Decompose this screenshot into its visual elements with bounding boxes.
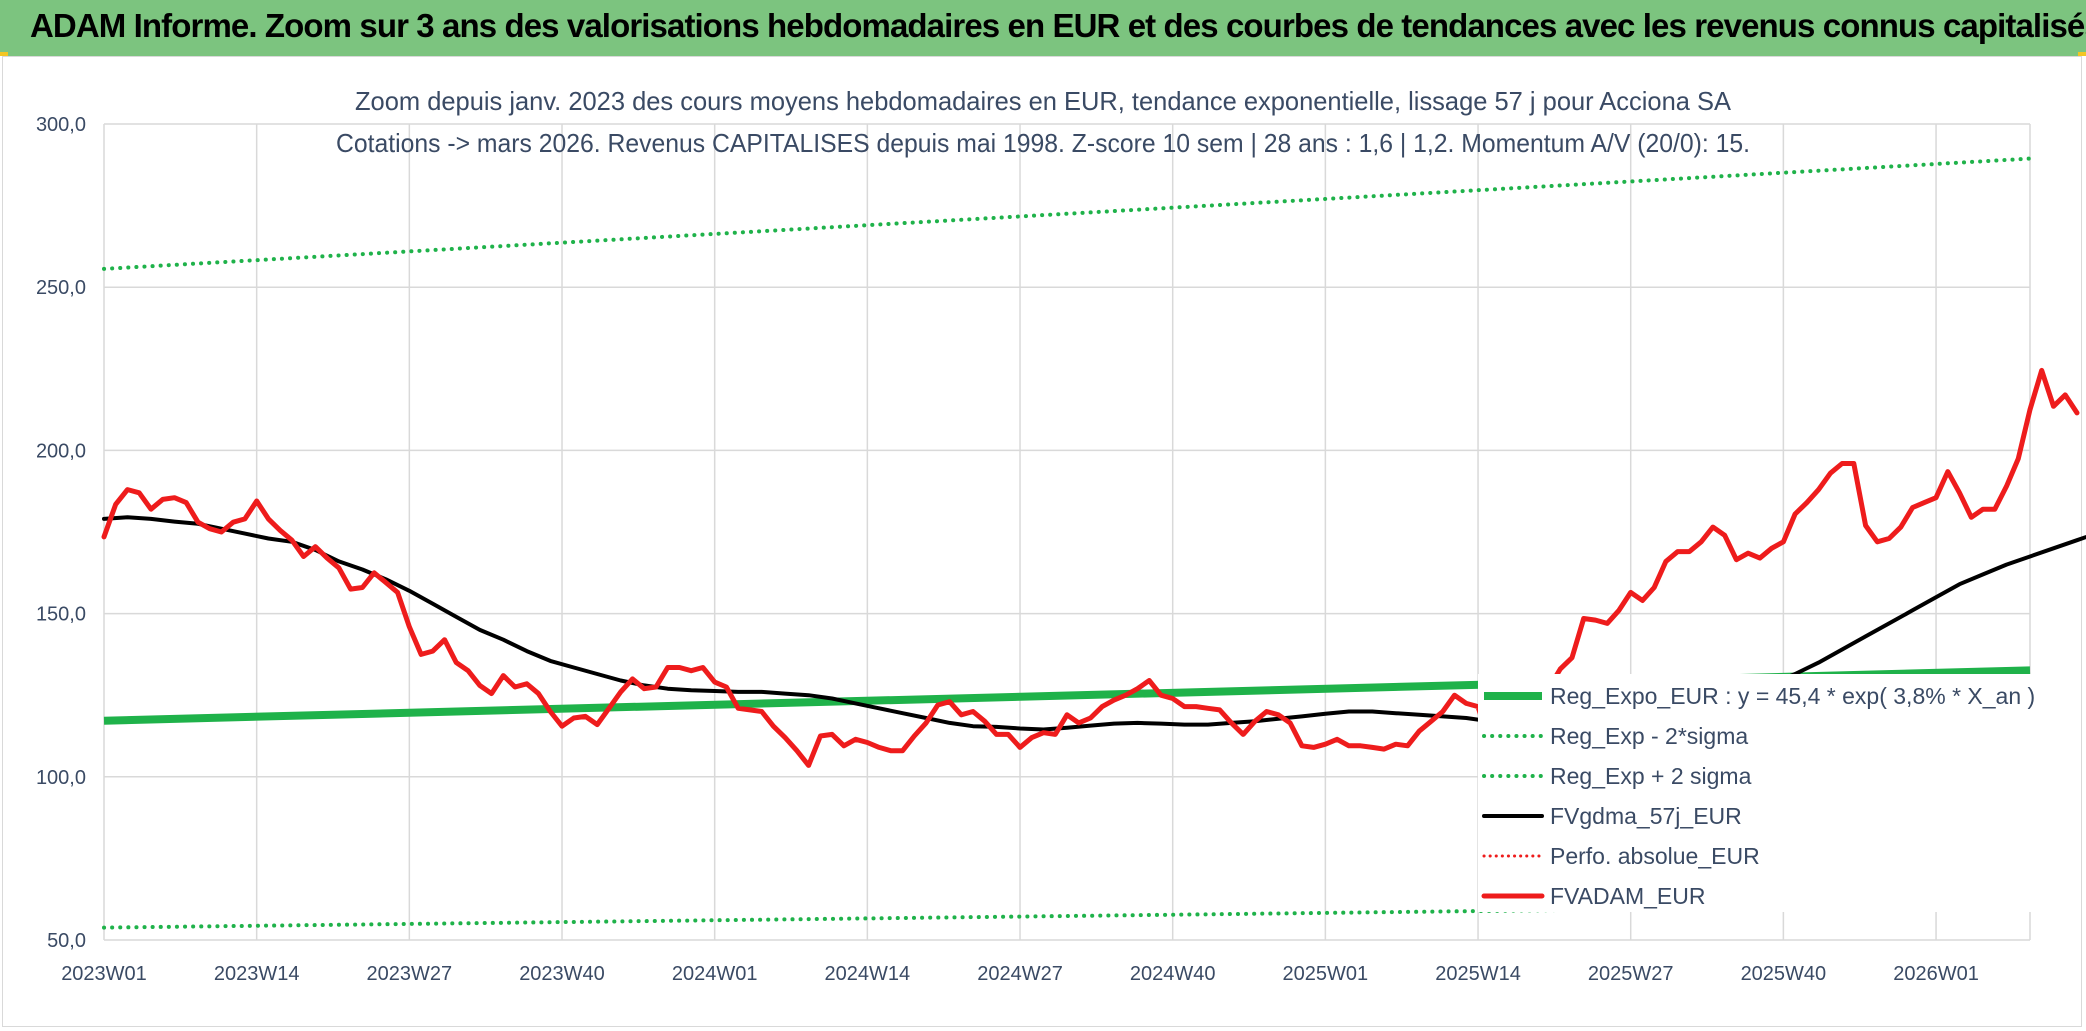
corner-marker	[2078, 52, 2086, 56]
legend-label: FVgdma_57j_EUR	[1550, 803, 1742, 829]
x-tick-label: 2024W14	[825, 963, 911, 985]
legend-background	[1478, 674, 2038, 912]
y-tick-label: 250,0	[36, 277, 86, 299]
y-tick-label: 200,0	[36, 440, 86, 462]
x-tick-label: 2025W01	[1283, 963, 1369, 985]
x-tick-label: 2023W14	[214, 963, 300, 985]
series-line-upper	[102, 156, 2032, 271]
corner-marker	[0, 52, 8, 56]
x-tick-label: 2024W01	[672, 963, 758, 985]
x-tick-label: 2025W14	[1435, 963, 1521, 985]
legend-label: FVADAM_EUR	[1550, 883, 1706, 909]
x-axis-tick-labels: 2023W01 2023W14 2023W27 2023W40 2024W01 2024W…	[61, 963, 1979, 985]
x-tick-label: 2025W40	[1741, 963, 1827, 985]
legend-label: Perfo. absolue_EUR	[1550, 843, 1760, 869]
y-tick-label: 50,0	[47, 930, 86, 952]
y-tick-label: 100,0	[36, 767, 86, 789]
chart-subtitle: Cotations -> mars 2026. Revenus CAPITALI…	[336, 128, 1750, 158]
chart-legend: Reg_Expo_EUR : y = 45,4 * exp( 3,8% * X_…	[1481, 683, 2035, 909]
x-tick-label: 2024W27	[977, 963, 1063, 985]
chart-title: Zoom depuis janv. 2023 des cours moyens …	[355, 86, 1732, 116]
y-axis-tick-labels: 300,0 250,0 200,0 150,0 100,0 50,0	[36, 114, 86, 952]
x-tick-label: 2023W27	[367, 963, 453, 985]
legend-label: Reg_Expo_EUR : y = 45,4 * exp( 3,8% * X_…	[1550, 683, 2035, 709]
y-tick-label: 150,0	[36, 604, 86, 626]
series-line-smooth	[102, 515, 2086, 732]
report-title: ADAM Informe. Zoom sur 3 ans des valoris…	[30, 7, 2086, 44]
x-tick-label: 2023W40	[519, 963, 605, 985]
x-tick-label: 2026W01	[1893, 963, 1979, 985]
report-banner: ADAM Informe. Zoom sur 3 ans des valoris…	[0, 0, 2086, 56]
series-line-price	[101, 367, 2080, 768]
x-tick-label: 2023W01	[61, 963, 147, 985]
x-tick-label: 2025W27	[1588, 963, 1674, 985]
x-tick-label: 2024W40	[1130, 963, 1216, 985]
legend-label: Reg_Exp + 2 sigma	[1550, 763, 1752, 789]
y-tick-label: 300,0	[36, 114, 86, 136]
legend-label: Reg_Exp - 2*sigma	[1550, 723, 1748, 749]
